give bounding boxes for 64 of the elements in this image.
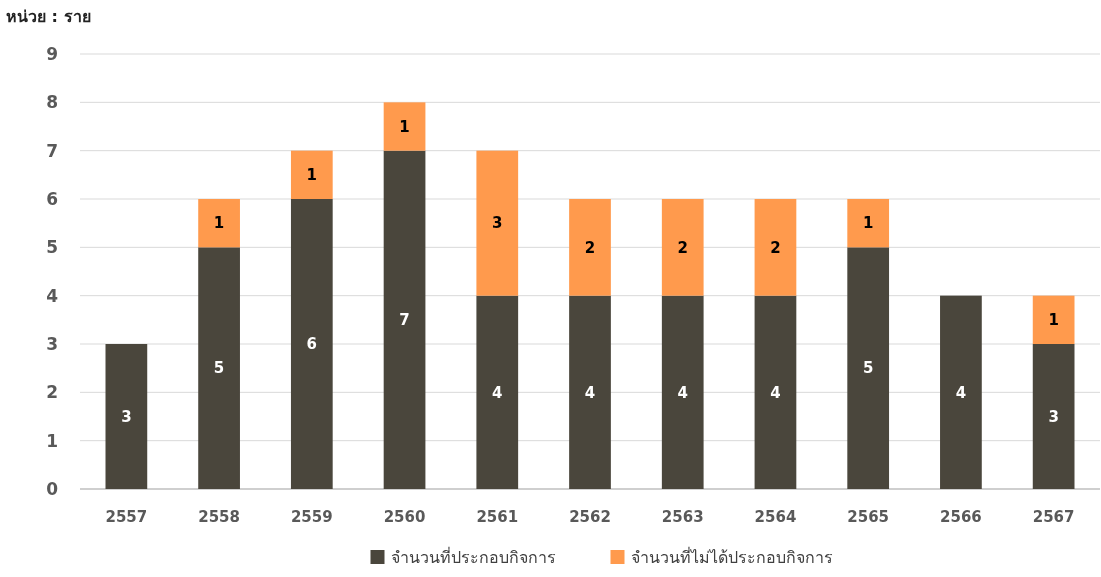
bar bbox=[940, 295, 982, 489]
data-label: 3 bbox=[1048, 407, 1059, 426]
bar bbox=[476, 150, 519, 296]
bar bbox=[290, 150, 333, 199]
bar bbox=[569, 199, 611, 296]
x-tick-label: 2564 bbox=[754, 508, 797, 526]
bar bbox=[569, 295, 611, 489]
data-label: 1 bbox=[1048, 311, 1059, 330]
data-label: 4 bbox=[955, 383, 967, 402]
x-tick-label: 2566 bbox=[940, 508, 982, 526]
data-label: 7 bbox=[399, 311, 410, 330]
x-tick-label: 2560 bbox=[383, 508, 426, 526]
bar bbox=[661, 295, 704, 489]
data-label: 4 bbox=[677, 383, 688, 402]
y-tick-label: 8 bbox=[46, 92, 58, 113]
bar bbox=[661, 199, 704, 296]
x-tick-label: 2563 bbox=[661, 508, 704, 526]
y-tick-label: 0 bbox=[46, 478, 59, 499]
data-label: 1 bbox=[306, 166, 318, 185]
y-axis-title: หน่วย : ราย bbox=[6, 7, 91, 26]
y-tick-label: 7 bbox=[46, 140, 58, 161]
bar bbox=[847, 247, 890, 489]
bar bbox=[754, 199, 797, 296]
data-label: 5 bbox=[213, 359, 225, 378]
x-tick-label: 2562 bbox=[569, 508, 611, 526]
y-tick-label: 4 bbox=[46, 285, 59, 306]
bar bbox=[198, 247, 240, 489]
data-label: 3 bbox=[492, 214, 503, 233]
data-label: 4 bbox=[770, 383, 781, 402]
data-label: 2 bbox=[770, 238, 781, 257]
data-label: 4 bbox=[492, 383, 503, 402]
bar bbox=[847, 199, 890, 248]
data-label: 3 bbox=[121, 407, 132, 426]
y-tick-label: 2 bbox=[46, 382, 58, 403]
bar bbox=[383, 150, 426, 489]
legend-label: จำนวนที่ประกอบกิจการ bbox=[390, 546, 556, 567]
data-label: 1 bbox=[399, 117, 410, 136]
data-label: 2 bbox=[584, 238, 596, 257]
x-tick-label: 2561 bbox=[476, 508, 519, 526]
y-tick-label: 6 bbox=[46, 188, 58, 209]
bar bbox=[1032, 295, 1075, 344]
bar bbox=[476, 295, 519, 489]
data-label: 5 bbox=[862, 359, 874, 378]
bar bbox=[383, 102, 426, 151]
data-label: 4 bbox=[584, 383, 596, 402]
x-tick-label: 2565 bbox=[847, 508, 890, 526]
data-label: 1 bbox=[862, 214, 874, 233]
bar bbox=[290, 199, 333, 489]
x-tick-label: 2557 bbox=[105, 508, 148, 526]
y-tick-label: 9 bbox=[46, 43, 58, 64]
x-tick-label: 2558 bbox=[198, 508, 240, 526]
data-label: 2 bbox=[677, 238, 688, 257]
x-tick-label: 2567 bbox=[1032, 508, 1075, 526]
y-tick-label: 1 bbox=[46, 430, 58, 451]
bar bbox=[105, 344, 148, 489]
legend-label: จำนวนที่ไม่ได้ประกอบกิจการ bbox=[630, 546, 833, 567]
y-tick-label: 5 bbox=[46, 237, 58, 258]
y-tick-label: 3 bbox=[46, 333, 58, 354]
x-tick-label: 2559 bbox=[290, 508, 333, 526]
bar bbox=[754, 295, 797, 489]
data-label: 1 bbox=[213, 214, 225, 233]
data-label: 6 bbox=[306, 335, 318, 354]
bar bbox=[198, 199, 240, 248]
bar bbox=[1032, 344, 1075, 489]
